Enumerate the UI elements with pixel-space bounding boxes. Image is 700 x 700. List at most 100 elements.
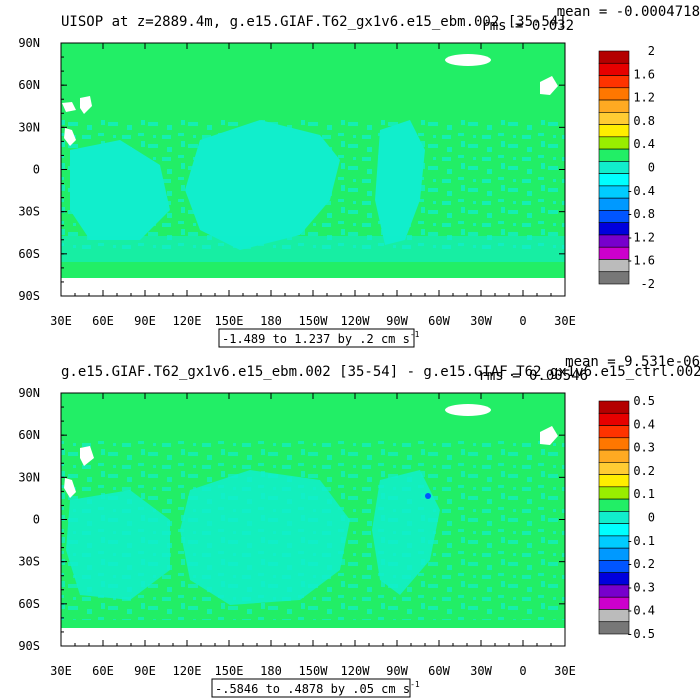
range-label-top: -1.489 to 1.237 by .2 cm s — [222, 332, 410, 346]
y-tick-label: 30S — [18, 555, 40, 569]
colorbar-swatch — [598, 511, 630, 524]
colorbar-label: -0.8 — [626, 207, 655, 221]
x-tick-label: 60E — [92, 314, 114, 328]
colorbar-swatch — [598, 246, 630, 260]
panel-top-mean: mean = -0.0004718 — [557, 4, 700, 20]
africa-land — [64, 478, 76, 498]
atlantic-negative-region — [372, 470, 440, 595]
pacific-negative-region — [180, 470, 350, 605]
range-unit-exp-top: -1 — [410, 330, 420, 339]
colorbar-label: -0.4 — [626, 184, 655, 198]
colorbar-swatch — [598, 112, 630, 125]
range-unit-exp-bottom: -1 — [410, 680, 420, 689]
x-tick-label: 90E — [134, 314, 156, 328]
pacific-negative-region — [185, 120, 340, 250]
range-label-bottom: -.5846 to .4878 by .05 cm s — [215, 682, 410, 696]
colorbar-swatch — [598, 148, 630, 162]
colorbar-swatch — [598, 584, 630, 598]
x-tick-label: 120W — [341, 664, 371, 678]
colorbar-swatch — [598, 87, 630, 101]
colorbar-swatch — [598, 197, 630, 211]
colorbar-swatch — [598, 271, 630, 285]
colorbar-label: 0.5 — [633, 394, 655, 408]
indian-negative-region — [70, 140, 170, 240]
map-top-axes: 30E 60E 90E 120E 150E 180 150W 120W 90W 60W 30W 0 30… — [18, 36, 576, 328]
colorbar-swatch — [598, 75, 630, 89]
x-tick-label: 0 — [519, 664, 526, 678]
colorbar-swatch — [598, 412, 630, 426]
colorbar-swatch — [598, 449, 630, 463]
colorbar-swatch — [598, 535, 630, 549]
range-box-top: -1.489 to 1.237 by .2 cm s-1 — [218, 328, 420, 348]
colorbar-label: 0.2 — [633, 464, 655, 478]
x-tick-label: 60E — [92, 664, 114, 678]
x-tick-label: 60W — [428, 314, 450, 328]
colorbar-label: -0.1 — [626, 534, 655, 548]
colorbar-swatch — [598, 596, 630, 610]
y-tick-label: 0 — [33, 163, 40, 177]
colorbar-swatch — [598, 210, 630, 223]
colorbar-swatch — [598, 572, 630, 586]
x-tick-label: 180 — [260, 664, 282, 678]
asia-land — [62, 96, 92, 114]
colorbar-swatch — [598, 259, 630, 273]
x-tick-label: 180 — [260, 314, 282, 328]
colorbar-swatch — [598, 498, 630, 512]
x-tick-label: 30E — [554, 314, 576, 328]
colorbar-swatch — [598, 462, 630, 475]
y-tick-label: 60S — [18, 247, 40, 261]
colorbar-swatch — [598, 136, 630, 150]
colorbar-swatch — [598, 560, 630, 573]
y-tick-label: 30S — [18, 205, 40, 219]
map-top — [61, 43, 565, 296]
greenland-land — [445, 54, 491, 66]
colorbar-label: 0.3 — [633, 441, 655, 455]
y-tick-label: 60S — [18, 597, 40, 611]
x-tick-label: 150E — [215, 664, 244, 678]
colorbar-label: 1.6 — [633, 67, 655, 81]
southern-band — [61, 236, 565, 262]
atlantic-negative-region — [375, 120, 425, 245]
colorbar-label: 2 — [648, 44, 655, 58]
colorbar-label: -1.6 — [626, 254, 655, 268]
colorbar-swatch — [598, 62, 630, 76]
europe-land — [540, 426, 558, 445]
colorbar-bottom: 0.5 0.4 0.3 0.2 0.1 0 -0.1 -0.2 -0.3 -0.4 -0.5 — [598, 394, 655, 641]
colorbar-label: -0.2 — [626, 557, 655, 571]
colorbar-swatch — [598, 523, 630, 537]
greenland-land — [445, 404, 491, 416]
y-tick-label: 30N — [18, 470, 40, 484]
colorbar-swatch — [598, 400, 630, 414]
panel-bottom: g.e15.GIAF.T62_gx1v6.e15_ebm.002 [35-54]… — [18, 354, 700, 698]
africa-land — [64, 128, 76, 146]
colorbar-swatch — [598, 173, 630, 187]
panel-top-rms: rms = 0.032 — [481, 18, 574, 34]
x-tick-label: 30E — [554, 664, 576, 678]
x-tick-label: 120W — [341, 314, 371, 328]
colorbar-label: 0.8 — [633, 114, 655, 128]
x-tick-label: 0 — [519, 314, 526, 328]
colorbar-label: 0.4 — [633, 137, 655, 151]
colorbar-label: 0 — [648, 161, 655, 175]
x-tick-label: 90W — [386, 664, 408, 678]
map-bottom-axes: 30E 60E 90E 120E 150E 180 150W 120W 90W 60W 30W 0 30… — [18, 386, 576, 678]
colorbar-swatch — [598, 50, 630, 64]
colorbar-label: 1.2 — [633, 91, 655, 105]
x-tick-label: 30E — [50, 314, 72, 328]
colorbar-label: -0.4 — [626, 604, 655, 618]
y-tick-label: 90N — [18, 386, 40, 400]
colorbar-top: 2 1.6 1.2 0.8 0.4 0 -0.4 -0.8 -1.2 -1.6 -2 — [598, 44, 655, 291]
x-tick-label: 30W — [470, 314, 492, 328]
colorbar-swatch — [598, 621, 630, 635]
x-tick-label: 30W — [470, 664, 492, 678]
panel-top: UISOP at z=2889.4m, g.e15.GIAF.T62_gx1v6… — [18, 4, 700, 348]
panel-bottom-rms: rms = 0.00546 — [478, 368, 588, 384]
colorbar-swatch — [598, 185, 630, 199]
indian-negative-region — [66, 490, 170, 600]
panel-bottom-title: g.e15.GIAF.T62_gx1v6.e15_ebm.002 [35-54]… — [61, 364, 700, 380]
panel-top-title: UISOP at z=2889.4m, g.e15.GIAF.T62_gx1v6… — [61, 14, 567, 30]
asia-land — [80, 446, 94, 466]
x-tick-label: 60W — [428, 664, 450, 678]
colorbar-swatch — [598, 437, 630, 451]
